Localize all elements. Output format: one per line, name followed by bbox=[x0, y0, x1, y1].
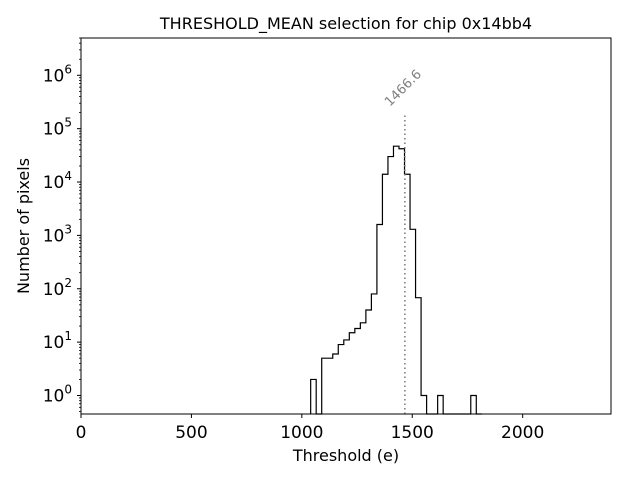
histogram-bin bbox=[360, 323, 366, 414]
y-axis: 100 101 102 103 104 105 106 bbox=[43, 37, 81, 412]
histogram-bin bbox=[388, 157, 394, 414]
histogram-bin bbox=[371, 294, 377, 414]
histogram-bin bbox=[382, 174, 388, 414]
histogram-bin bbox=[421, 395, 427, 414]
y-tick-label: 102 bbox=[43, 276, 72, 300]
histogram-bin bbox=[327, 358, 333, 414]
histogram-bin bbox=[410, 229, 416, 414]
histogram-bin bbox=[366, 310, 372, 414]
x-tick-label: 1500 bbox=[391, 423, 434, 443]
histogram-bin bbox=[338, 345, 344, 414]
histogram-bin bbox=[349, 333, 355, 414]
y-tick-label: 104 bbox=[43, 169, 72, 193]
x-axis-label: Threshold (e) bbox=[292, 446, 399, 465]
x-tick-label: 2000 bbox=[501, 423, 544, 443]
y-tick-label: 100 bbox=[43, 382, 72, 406]
histogram-bin bbox=[355, 329, 361, 414]
y-tick-label: 101 bbox=[43, 329, 72, 353]
histogram-bin bbox=[322, 358, 328, 414]
histogram-bin bbox=[438, 395, 444, 414]
x-tick-label: 1000 bbox=[280, 423, 323, 443]
histogram-bin bbox=[416, 298, 422, 414]
plot-frame bbox=[80, 37, 612, 415]
y-tick-label: 103 bbox=[43, 222, 72, 246]
histogram-bin bbox=[399, 149, 405, 414]
y-tick-label: 106 bbox=[43, 62, 72, 86]
x-axis: 0 500 1000 1500 2000 bbox=[76, 414, 544, 443]
y-tick-label: 105 bbox=[43, 116, 72, 140]
histogram-bin bbox=[393, 146, 399, 414]
histogram-step-line bbox=[310, 145, 482, 415]
x-tick-label: 0 bbox=[76, 423, 87, 443]
x-tick-label: 500 bbox=[175, 423, 207, 443]
chart-title: THRESHOLD_MEAN selection for chip 0x14bb… bbox=[159, 14, 532, 34]
histogram-bin bbox=[377, 225, 383, 414]
threshold-mean-annotation: 1466.6 bbox=[382, 67, 425, 110]
histogram-bin bbox=[333, 354, 339, 414]
histogram-bin bbox=[311, 379, 317, 414]
histogram-bin bbox=[344, 340, 350, 414]
y-axis-label: Number of pixels bbox=[14, 158, 33, 294]
histogram-bin bbox=[471, 395, 477, 414]
plot-area: 1466.6 bbox=[80, 37, 612, 415]
